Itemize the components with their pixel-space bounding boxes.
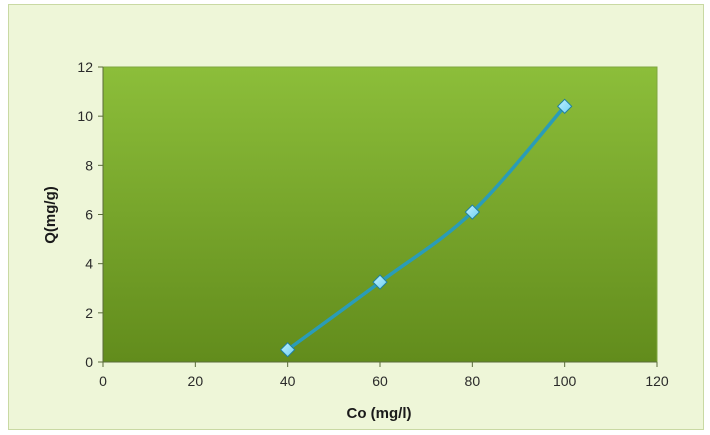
data-point-marker xyxy=(279,342,296,358)
y-tick-label: 6 xyxy=(85,207,93,223)
y-tick-label: 2 xyxy=(85,305,93,321)
plot-area xyxy=(102,66,658,363)
x-tick-label: 80 xyxy=(465,373,481,389)
x-tick-label: 0 xyxy=(99,373,107,389)
y-tick-label: 10 xyxy=(77,108,93,124)
x-tick-label: 20 xyxy=(188,373,204,389)
x-tick-label: 40 xyxy=(280,373,296,389)
y-tick-label: 12 xyxy=(77,59,93,75)
x-tick-label: 120 xyxy=(645,373,669,389)
data-point-marker xyxy=(556,98,573,115)
y-axis-title: Q(mg/g) xyxy=(42,186,59,244)
x-tick-label: 100 xyxy=(553,373,577,389)
chart-frame: 0 2 4 6 8 10 12 0 20 40 60 80 100 120 Q(mg/g) Co (mg/… xyxy=(8,4,704,430)
y-tick-label: 8 xyxy=(85,157,93,173)
x-axis-title: Co (mg/l) xyxy=(347,405,412,422)
data-point-marker xyxy=(372,274,388,290)
data-point-marker xyxy=(464,204,481,220)
series-line xyxy=(285,104,567,352)
y-tick-label: 0 xyxy=(85,354,93,370)
x-tick-label: 60 xyxy=(372,373,388,389)
y-tick-label: 4 xyxy=(85,256,93,272)
